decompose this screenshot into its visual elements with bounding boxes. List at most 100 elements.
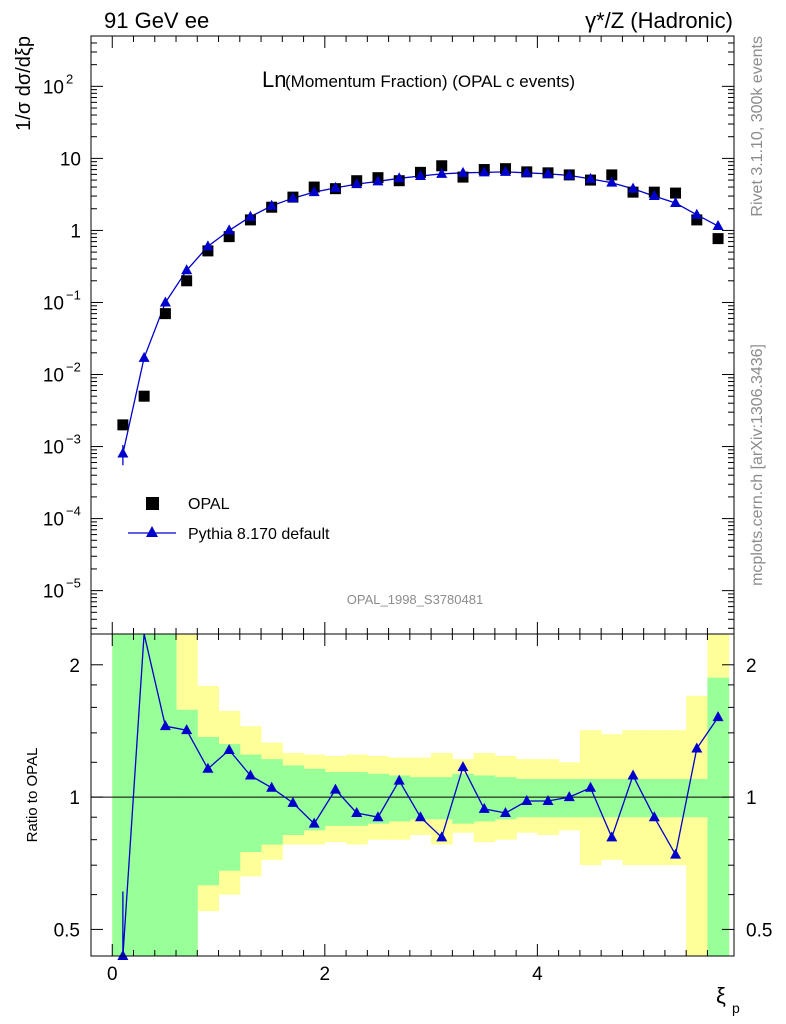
pythia-point [117,447,129,458]
y-axis-label-ratio: Ratio to OPAL [24,748,41,843]
y-tick-label: 10 [43,582,64,603]
pythia-point [436,167,448,178]
ratio-point [181,724,193,735]
side-text-bottom: mcplots.cern.ch [arXiv:1306.3436] [749,344,766,586]
ratio-point [393,774,405,785]
pythia-point [393,172,405,183]
opal-point [670,187,682,199]
y-tick-label-exponent: −4 [66,504,81,519]
band-inner-bin [664,778,687,818]
ratio-point [627,769,639,780]
pythia-point [159,296,171,307]
pythia-point [542,167,554,178]
watermark: OPAL_1998_S3780481 [347,592,483,607]
y-tick-label: 10 [43,293,64,314]
x-tick-label: 2 [320,964,331,985]
opal-point [691,214,703,226]
ratio-uncertainty-bands [112,634,730,956]
x-tick-label: 4 [532,964,543,985]
ratio-y-tick-label-left: 2 [69,656,80,677]
band-inner-bin [388,775,411,822]
band-inner-bin [643,778,666,818]
ratio-point [436,831,448,842]
band-inner-bin [494,777,517,820]
pythia-point [372,175,384,186]
ratio-y-tick-label-right: 2 [746,656,757,677]
opal-point [181,275,193,287]
pythia-point [223,224,235,235]
header-right: γ*/Z (Hadronic) [585,8,733,33]
pythia-point [244,210,256,221]
y-tick-label: 10 [43,510,64,531]
legend-label-pythia: Pythia 8.170 default [188,526,330,543]
x-axis-label-sub: p [732,1000,740,1016]
ratio-axes: 0.5 0.5 1 1 2 2 0 2 4 [54,634,772,985]
band-inner-bin [261,759,283,845]
pythia-point [308,186,320,197]
opal-point [436,160,448,172]
pythia-point [585,172,597,183]
ratio-data-marks [91,633,734,960]
band-inner-bin [622,778,645,818]
pythia-point [414,169,426,180]
plot-title-main: Ln [262,67,286,92]
ratio-point [223,743,235,754]
band-inner-bin [601,778,623,818]
y-tick-label-exponent: −2 [66,360,81,375]
ratio-point [542,794,554,805]
pythia-point [627,182,639,193]
y-tick-label: 10 [43,438,64,459]
ratio-frame [90,633,735,957]
opal-point [223,231,235,243]
ratio-point [478,802,490,813]
band-inner-bin [133,634,156,956]
y-tick-label-exponent: −5 [66,576,81,591]
pythia-point [329,181,341,192]
plot-title-rest: (Momentum Fraction) (OPAL c events) [285,72,575,91]
ratio-point [457,761,469,772]
ratio-point [585,781,597,792]
opal-point [457,171,469,183]
opal-point [712,233,724,245]
ratio-point [712,711,724,722]
y-tick-label: 10 [43,366,64,387]
band-inner-bin [707,677,730,956]
header-left: 91 GeV ee [104,8,209,33]
ratio-point [606,831,618,842]
side-text-top: Rivet 3.1.10, 300k events [749,36,766,217]
pythia-point [712,220,724,231]
pythia-point [691,208,703,219]
band-inner-bin [176,709,198,956]
main-data-marks [117,160,724,466]
band-inner-bin [239,754,262,853]
x-axis-label: ξ [716,983,726,1008]
ratio-point [287,796,299,807]
x-tick-label: 0 [107,964,118,985]
y-tick-label-exponent: −1 [66,287,81,302]
ratio-point [499,807,511,818]
band-inner-bin [154,634,177,956]
ratio-point [563,791,575,802]
ratio-point [244,769,256,780]
y-tick-label: 10 [43,77,64,98]
ratio-y-tick-label-left: 0.5 [54,920,80,941]
ratio-point [308,817,320,828]
opal-point [117,419,129,431]
ratio-point [159,720,171,731]
band-inner-bin [431,777,453,820]
ratio-point [414,811,426,822]
band-inner-bin [579,778,602,818]
ratio-y-tick-label-right: 0.5 [746,920,772,941]
pythia-point [351,178,363,189]
band-inner-bin [218,744,241,871]
pythia-point [499,165,511,176]
ratio-point [266,781,278,792]
pythia-point [521,166,533,177]
ratio-y-tick-label-right: 1 [746,788,757,809]
opal-point [159,308,171,320]
ratio-point [329,783,341,794]
ratio-point [351,807,363,818]
y-axis-label-main: 1/σ dσ/dξp [13,36,35,131]
ratio-y-tick-label-left: 1 [69,788,80,809]
